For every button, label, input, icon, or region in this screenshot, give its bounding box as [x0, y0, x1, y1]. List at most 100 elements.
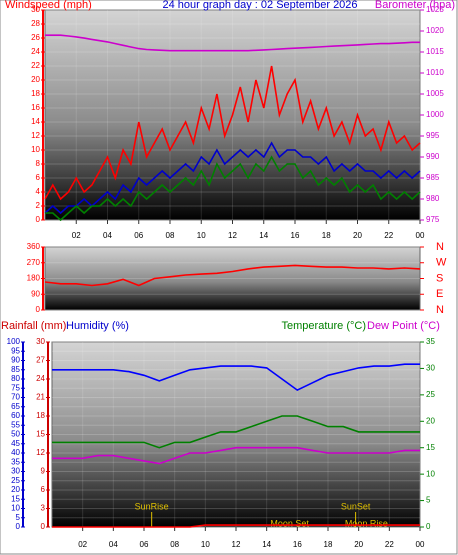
series-line: [44, 264, 421, 287]
y2-tick-label: 20: [426, 416, 435, 425]
x-tick-label: 00: [416, 231, 425, 240]
x-tick-label: 18: [324, 540, 333, 549]
x-tick-label: 22: [384, 231, 393, 240]
series-line: [44, 65, 421, 201]
y2-tick-label: 35: [426, 337, 435, 346]
series-line: [45, 155, 421, 222]
y-axis-title: Humidity (%): [66, 320, 129, 332]
y2-tick-label: 30: [426, 364, 435, 373]
y-tick-label: 24: [31, 47, 40, 56]
y3-tick-label: 6: [41, 485, 46, 494]
y2-tick-label: N: [436, 241, 444, 253]
y-tick-label: 26: [31, 33, 40, 42]
y-tick-label: 20: [11, 485, 20, 494]
y-tick-label: 25: [11, 476, 20, 485]
annotation: Moon Rise: [345, 518, 388, 528]
y-tick-label: 15: [11, 494, 20, 503]
y-tick-label: 16: [31, 103, 40, 112]
y2-tick-label: S: [436, 272, 443, 284]
x-tick-label: 02: [72, 231, 81, 240]
y2-tick-label: 1015: [426, 47, 444, 56]
y2-tick-label: 1025: [426, 5, 444, 14]
y3-tick-label: 9: [41, 467, 46, 476]
y-tick-label: 45: [11, 439, 20, 448]
y-tick-label: 70: [11, 393, 20, 402]
y2-axis-title: Temperature (°C): [282, 320, 366, 332]
x-tick-label: 04: [103, 231, 112, 240]
y-tick-label: 100: [7, 337, 21, 346]
y-tick-label: 30: [11, 467, 20, 476]
y2-tick-label: 975: [426, 215, 440, 224]
y-tick-label: 8: [36, 159, 41, 168]
y-tick-label: 270: [27, 258, 41, 267]
x-tick-label: 04: [109, 540, 118, 549]
y-tick-label: 180: [27, 274, 41, 283]
y3-tick-label: 30: [36, 337, 45, 346]
y-tick-label: 2: [36, 201, 41, 210]
y-tick-label: 12: [31, 131, 40, 140]
x-tick-label: 18: [322, 231, 331, 240]
plot-area: [44, 246, 421, 311]
y2-tick-label: N: [436, 304, 444, 316]
y2-tick-label: 1005: [426, 89, 444, 98]
y-tick-label: 10: [11, 504, 20, 513]
y-tick-label: 35: [11, 457, 20, 466]
y3-tick-label: 24: [36, 374, 45, 383]
y2-tick-label: 985: [426, 173, 440, 182]
y2-tick-label: E: [436, 288, 443, 300]
y-tick-label: 65: [11, 402, 20, 411]
y-axis-title: Windspeed (mph): [5, 0, 92, 11]
series-line: [44, 141, 421, 215]
series-line: [52, 524, 420, 528]
y-tick-label: 22: [31, 61, 40, 70]
x-tick-label: 12: [228, 231, 237, 240]
x-tick-label: 06: [134, 231, 143, 240]
x-tick-label: 14: [262, 540, 271, 549]
plot-area: [51, 341, 421, 528]
y2-tick-label: 25: [426, 390, 435, 399]
x-tick-label: 02: [78, 540, 87, 549]
y-tick-label: 85: [11, 365, 20, 374]
y-tick-label: 40: [11, 448, 20, 457]
y-tick-label: 30: [31, 5, 40, 14]
y-tick-label: 14: [31, 117, 40, 126]
y-tick-label: 0: [16, 522, 21, 531]
y-tick-label: 60: [11, 411, 20, 420]
x-tick-label: 10: [201, 540, 210, 549]
y-tick-label: 18: [31, 89, 40, 98]
x-tick-label: 16: [291, 231, 300, 240]
x-tick-label: 20: [354, 540, 363, 549]
y2-tick-label: 10: [426, 469, 435, 478]
y-tick-label: 55: [11, 420, 20, 429]
y2-tick-label: W: [436, 257, 447, 269]
y-tick-label: 28: [31, 19, 40, 28]
y-tick-label: 75: [11, 383, 20, 392]
y2-tick-label: 995: [426, 131, 440, 140]
x-tick-label: 16: [293, 540, 302, 549]
y-tick-label: 90: [31, 289, 40, 298]
series-line: [52, 415, 420, 449]
x-tick-label: 20: [353, 231, 362, 240]
y-tick-label: 10: [31, 145, 40, 154]
y2-tick-label: 1020: [426, 26, 444, 35]
x-tick-label: 22: [385, 540, 394, 549]
x-tick-label: 06: [140, 540, 149, 549]
chart-title: 24 hour graph day : 02 September 2026: [162, 0, 357, 11]
x-tick-label: 08: [170, 540, 179, 549]
y2-axis-title: Barometer (hpa): [375, 0, 455, 11]
x-tick-label: 10: [197, 231, 206, 240]
y-tick-label: 4: [36, 187, 41, 196]
y2-tick-label: 5: [426, 496, 431, 505]
x-tick-label: 00: [416, 540, 425, 549]
annotation: Moon Set: [270, 518, 309, 528]
y-tick-label: 6: [36, 173, 41, 182]
x-tick-label: 14: [259, 231, 268, 240]
y3-tick-label: 18: [36, 411, 45, 420]
y-tick-label: 5: [16, 513, 21, 522]
annotation: SunSet: [341, 501, 371, 511]
x-tick-label: 12: [232, 540, 241, 549]
y3-tick-label: 15: [36, 430, 45, 439]
series-line: [45, 34, 420, 52]
y3-axis-title: Rainfall (mm): [1, 320, 66, 332]
